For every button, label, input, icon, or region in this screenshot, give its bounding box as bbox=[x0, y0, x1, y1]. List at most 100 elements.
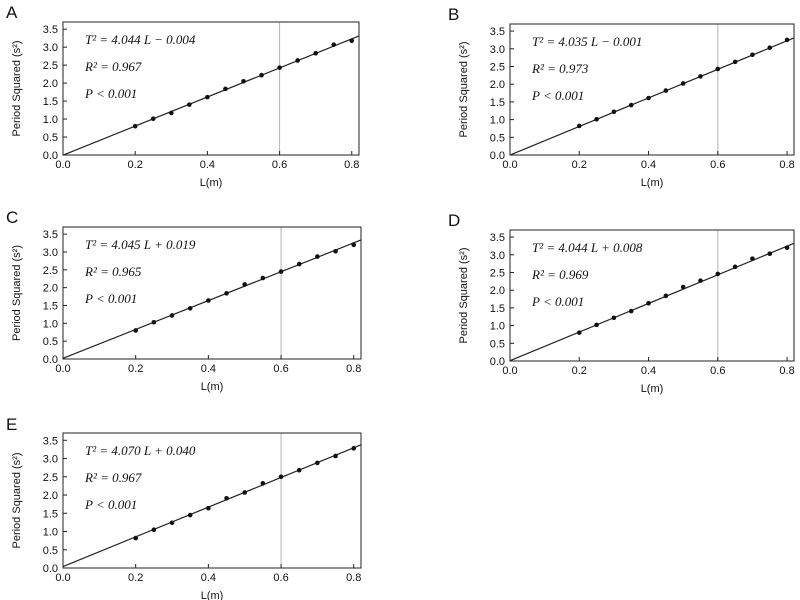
y-axis-title: Period Squared (s²) bbox=[458, 42, 470, 138]
y-tick-label: 0.0 bbox=[490, 356, 505, 368]
y-axis-title: Period Squared (s²) bbox=[11, 453, 23, 549]
plot-frame bbox=[62, 21, 360, 156]
y-tick-label: 2.5 bbox=[490, 267, 505, 279]
data-point bbox=[611, 315, 617, 321]
data-point bbox=[259, 72, 264, 78]
y-tick-label: 2.0 bbox=[43, 283, 58, 295]
annotation-p-value: P < 0.001 bbox=[84, 497, 137, 512]
y-tick-label: 1.5 bbox=[43, 300, 58, 312]
annotation-r-squared: R² = 0.969 bbox=[531, 267, 589, 282]
chart-panel-c: C 0.0 0.5 1.0 1.5 2.0 2.5 3.0 3.5 0.0 0.2 0.4 0.6 0.8… bbox=[6, 208, 362, 393]
x-tick-label: 0.2 bbox=[128, 159, 143, 171]
y-tick-label: 3.5 bbox=[43, 229, 58, 241]
x-tick-label: 0.6 bbox=[273, 572, 288, 584]
y-tick-label: 1.5 bbox=[43, 508, 58, 520]
y-tick-label: 0.0 bbox=[490, 150, 505, 162]
data-point bbox=[278, 474, 284, 480]
data-point bbox=[715, 271, 721, 277]
data-point bbox=[206, 298, 211, 303]
y-tick-label: 3.0 bbox=[43, 42, 58, 54]
data-point bbox=[351, 242, 357, 248]
y-tick-label: 1.5 bbox=[43, 96, 58, 108]
annotation-p-value: P < 0.001 bbox=[531, 88, 584, 103]
y-tick-label: 3.0 bbox=[490, 250, 505, 262]
data-point bbox=[315, 254, 320, 259]
x-tick-label: 0.2 bbox=[128, 363, 143, 375]
y-tick-label: 0.5 bbox=[43, 545, 58, 557]
data-point bbox=[260, 481, 266, 486]
data-point bbox=[315, 460, 320, 466]
fit-line bbox=[509, 242, 795, 362]
chart-panel-a: A 0.0 0.5 1.0 1.5 2.0 2.5 3.0 3.5 0.0 0.2 0.4 0.6 0.8… bbox=[6, 3, 360, 189]
data-point bbox=[628, 102, 634, 108]
data-point bbox=[260, 275, 266, 281]
annotation-r-squared: R² = 0.967 bbox=[84, 59, 142, 74]
x-tick-label: 0.0 bbox=[55, 159, 70, 171]
data-point bbox=[241, 79, 246, 84]
data-point bbox=[278, 269, 284, 274]
x-tick-label: 0.6 bbox=[710, 365, 725, 377]
fit-line bbox=[62, 35, 360, 156]
data-point bbox=[169, 313, 175, 318]
y-tick-label: 3.5 bbox=[490, 26, 505, 38]
data-point bbox=[663, 293, 669, 299]
y-tick-label: 3.0 bbox=[490, 44, 505, 56]
x-tick-label: 0.8 bbox=[346, 572, 361, 584]
y-tick-label: 2.0 bbox=[490, 285, 505, 297]
y-tick-label: 3.5 bbox=[43, 435, 58, 447]
x-axis-title: L(m) bbox=[201, 590, 224, 600]
y-tick-label: 2.0 bbox=[490, 79, 505, 91]
y-tick-label: 0.5 bbox=[490, 338, 505, 350]
annotation-equation: T² = 4.045 L + 0.019 bbox=[85, 237, 196, 252]
x-axis-title: L(m) bbox=[641, 177, 664, 189]
y-tick-label: 3.5 bbox=[490, 232, 505, 244]
data-point bbox=[151, 319, 157, 325]
data-point bbox=[750, 256, 755, 261]
data-point bbox=[784, 37, 790, 43]
data-point bbox=[680, 81, 686, 86]
data-point bbox=[349, 38, 355, 43]
y-tick-label: 1.0 bbox=[43, 114, 58, 126]
data-point bbox=[663, 88, 669, 93]
y-tick-label: 0.0 bbox=[43, 150, 58, 162]
fit-line bbox=[509, 37, 795, 156]
y-tick-label: 2.5 bbox=[43, 265, 58, 277]
x-tick-label: 0.2 bbox=[572, 159, 587, 171]
data-point bbox=[698, 74, 703, 79]
data-point bbox=[628, 308, 634, 314]
x-tick-label: 0.6 bbox=[272, 159, 287, 171]
data-point bbox=[611, 109, 617, 115]
y-tick-label: 1.5 bbox=[490, 97, 505, 109]
annotation-equation: T² = 4.035 L − 0.001 bbox=[532, 34, 642, 49]
y-tick-label: 1.0 bbox=[43, 527, 58, 539]
data-point bbox=[223, 86, 228, 92]
data-point bbox=[750, 52, 755, 58]
x-tick-label: 0.2 bbox=[128, 572, 143, 584]
data-point bbox=[242, 490, 248, 495]
annotation-p-value: P < 0.001 bbox=[84, 291, 137, 306]
y-tick-label: 0.5 bbox=[43, 336, 58, 348]
data-point bbox=[767, 45, 773, 51]
data-point bbox=[132, 123, 138, 129]
data-point bbox=[150, 116, 156, 121]
data-point bbox=[224, 291, 229, 296]
annotation-p-value: P < 0.001 bbox=[531, 294, 584, 309]
x-tick-label: 0.6 bbox=[273, 363, 288, 375]
data-point bbox=[732, 59, 738, 65]
x-tick-label: 0.0 bbox=[55, 572, 70, 584]
x-tick-label: 0.2 bbox=[572, 365, 587, 377]
y-tick-label: 0.0 bbox=[43, 354, 58, 366]
y-axis-title: Period Squared (s²) bbox=[11, 41, 23, 137]
y-tick-label: 0.0 bbox=[43, 563, 58, 575]
x-tick-label: 0.8 bbox=[779, 365, 794, 377]
x-tick-label: 0.6 bbox=[710, 159, 725, 171]
plot-frame bbox=[62, 432, 362, 569]
data-point bbox=[313, 50, 318, 56]
annotation-r-squared: R² = 0.967 bbox=[84, 470, 142, 485]
annotation-r-squared: R² = 0.973 bbox=[531, 61, 589, 76]
data-point bbox=[206, 505, 211, 511]
data-point bbox=[133, 328, 138, 333]
data-point bbox=[646, 95, 651, 101]
y-tick-label: 3.5 bbox=[43, 24, 58, 36]
